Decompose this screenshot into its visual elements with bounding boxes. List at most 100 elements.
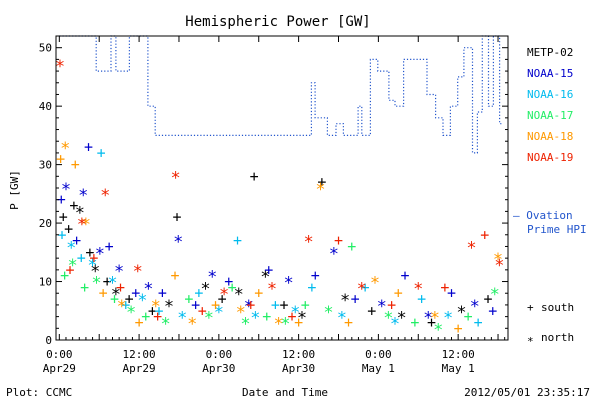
data-point-south: + (254, 284, 263, 302)
data-point-south: + (158, 284, 167, 302)
data-point-north: * (137, 291, 147, 311)
data-point-south: + (454, 319, 463, 337)
y-axis-label: P [GW] (8, 170, 21, 210)
data-point-north: * (274, 314, 284, 334)
x-tick-time: 12:00 (442, 348, 475, 361)
legend-item: METP-02 (527, 46, 573, 59)
x-tick-date: Apr30 (202, 362, 235, 375)
data-point-south: + (57, 191, 66, 209)
data-point-south: + (184, 290, 193, 308)
legend-item: NOAA-18 (527, 130, 573, 143)
data-point-south: + (334, 232, 343, 250)
data-point-south: + (294, 313, 303, 331)
data-point-north: * (383, 309, 393, 329)
data-point-south: + (69, 197, 78, 215)
data-point-north: * (397, 309, 407, 329)
data-point-south: + (480, 226, 489, 244)
data-point-north: * (466, 238, 476, 258)
data-point-north: * (66, 238, 76, 258)
data-point-south: + (80, 278, 89, 296)
data-point-south: + (194, 284, 203, 302)
data-point-north: * (303, 233, 313, 253)
data-point-north: * (81, 215, 91, 235)
data-point-north: * (214, 303, 224, 323)
marker-label-south: south (541, 301, 574, 314)
data-point-south: + (279, 296, 288, 314)
data-point-north: * (161, 314, 171, 334)
data-point-south: + (367, 302, 376, 320)
data-point-south: + (59, 208, 68, 226)
x-tick-date: Apr29 (43, 362, 76, 375)
data-point-north: * (77, 215, 87, 235)
x-tick-date: May 1 (362, 362, 395, 375)
data-point-north: * (493, 250, 503, 270)
data-point-south: + (141, 308, 150, 326)
data-point-south: + (170, 267, 179, 285)
data-point-south: + (110, 290, 119, 308)
data-point-south: + (440, 278, 449, 296)
data-point-north: * (315, 180, 325, 200)
legend-item: NOAA-15 (527, 67, 573, 80)
legend-item: NOAA-19 (527, 151, 573, 164)
data-point-south: + (135, 313, 144, 331)
ovation-label: — Ovation (513, 209, 573, 222)
data-point-north: * (284, 274, 294, 294)
data-point-south: + (484, 290, 493, 308)
data-point-north: * (151, 297, 161, 317)
data-point-south: + (361, 278, 370, 296)
data-point-north: * (55, 57, 65, 77)
x-tick-time: 0:00 (46, 348, 73, 361)
data-point-north: * (413, 279, 423, 299)
data-point-south: + (155, 302, 164, 320)
data-point-north: * (67, 256, 77, 276)
data-point-north: * (187, 314, 197, 334)
data-point-south: + (105, 237, 114, 255)
data-point-south: + (233, 232, 242, 250)
data-point-north: * (236, 303, 246, 323)
data-point-south: + (56, 150, 65, 168)
marker-symbol-south: + (527, 301, 534, 314)
data-point-south: + (317, 173, 326, 191)
data-point-north: * (337, 309, 347, 329)
data-point-south: + (153, 308, 162, 326)
data-point-south: + (85, 243, 94, 261)
x-tick-date: Apr30 (282, 362, 315, 375)
data-point-south: + (287, 308, 296, 326)
data-point-north: * (61, 180, 71, 200)
data-point-south: + (57, 226, 66, 244)
data-point-south: + (77, 249, 86, 267)
data-point-south: + (271, 296, 280, 314)
x-tick-time: 12:00 (123, 348, 156, 361)
data-point-north: * (143, 279, 153, 299)
data-point-south: + (211, 296, 220, 314)
data-point-north: * (87, 256, 97, 276)
data-point-south: + (474, 313, 483, 331)
y-tick-label: 10 (39, 276, 52, 289)
data-point-south: + (387, 296, 396, 314)
data-point-south: + (103, 273, 112, 291)
data-point-north: * (430, 309, 440, 329)
data-point-south: + (351, 290, 360, 308)
data-point-south: + (65, 261, 74, 279)
data-point-south: + (400, 267, 409, 285)
x-axis-label: Date and Time (242, 386, 328, 399)
data-point-south: + (172, 208, 181, 226)
data-point-south: + (488, 302, 497, 320)
data-point-south: + (410, 313, 419, 331)
data-point-south: + (60, 267, 69, 285)
legend-item: NOAA-16 (527, 88, 573, 101)
data-point-north: * (95, 244, 105, 264)
data-point-south: + (246, 296, 255, 314)
data-point-north: * (494, 256, 504, 276)
data-point-south: + (427, 313, 436, 331)
y-tick-label: 30 (39, 159, 52, 172)
x-tick-time: 0:00 (206, 348, 233, 361)
data-point-north: * (126, 303, 136, 323)
data-point-south: + (131, 284, 140, 302)
data-point-north: * (200, 279, 210, 299)
data-point-north: * (207, 268, 217, 288)
data-point-south: + (218, 290, 227, 308)
data-point-south: + (301, 296, 310, 314)
data-point-north: * (204, 309, 214, 329)
